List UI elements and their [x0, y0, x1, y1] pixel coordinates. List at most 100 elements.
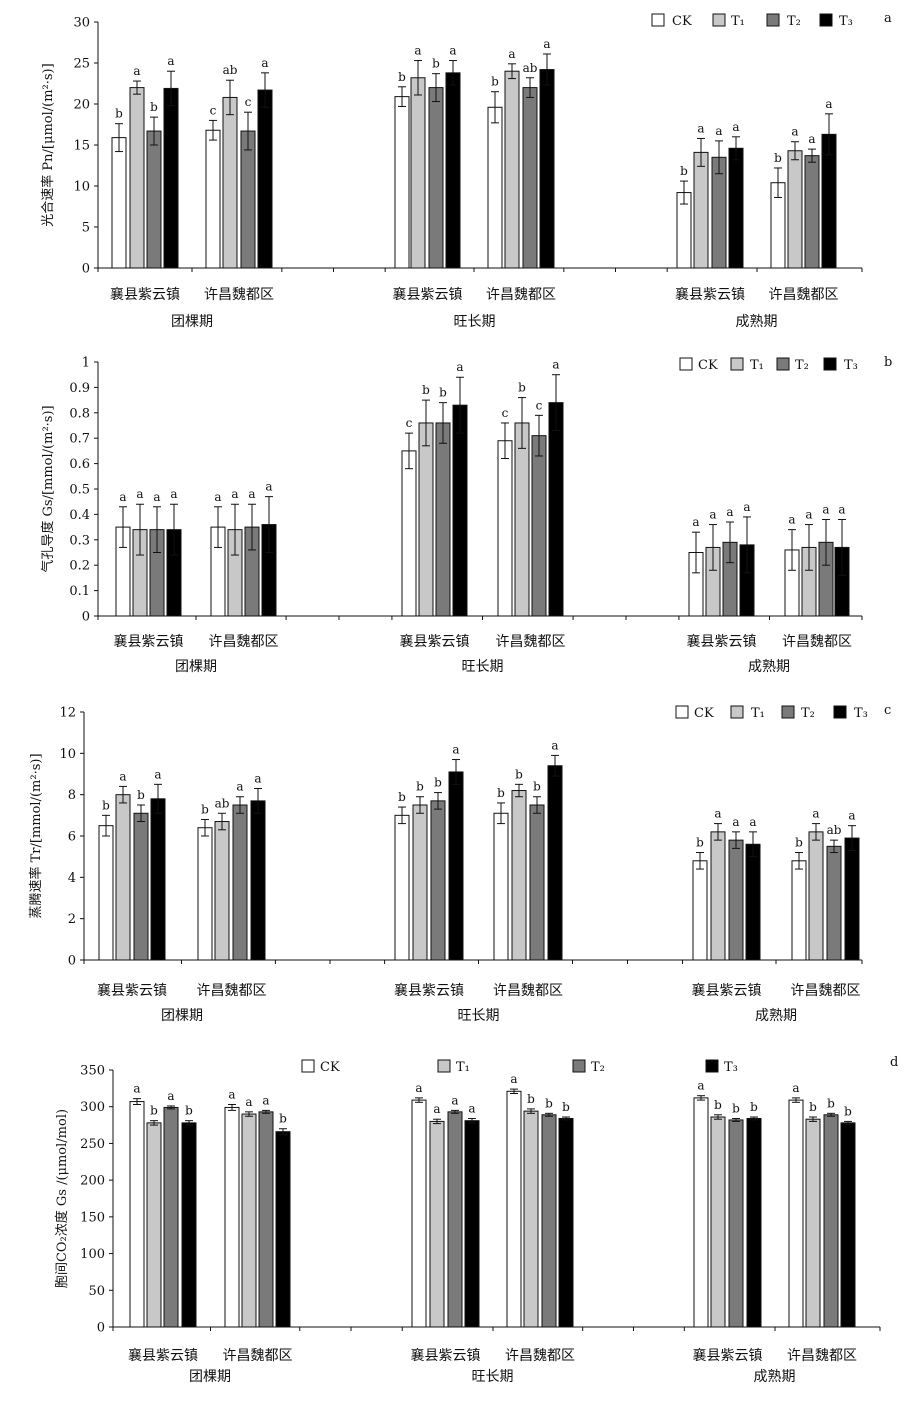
significance-letter: a — [697, 121, 704, 135]
significance-letter: a — [825, 97, 832, 111]
significance-letter: b — [439, 386, 447, 400]
stage-label: 团棵期 — [161, 1008, 203, 1024]
bar — [411, 1099, 427, 1328]
significance-letter: b — [774, 151, 782, 165]
significance-letter: a — [231, 487, 238, 501]
bar — [745, 843, 761, 961]
significance-letter: a — [468, 1101, 475, 1115]
y-axis-label: 胞间CO₂浓度 Gs /(μmol/mol) — [54, 1109, 70, 1288]
significance-letter: a — [245, 1095, 252, 1109]
significance-letter: a — [153, 490, 160, 504]
y-tick-label: 0.2 — [69, 559, 90, 574]
significance-letter: b — [844, 1104, 852, 1118]
site-label: 襄县紫云镇 — [110, 287, 180, 303]
y-tick-label: 0.4 — [69, 508, 90, 523]
bar — [275, 1131, 291, 1328]
significance-letter: a — [119, 490, 126, 504]
significance-letter: b — [527, 1092, 535, 1106]
site-label: 襄县紫云镇 — [411, 1348, 481, 1364]
chart-panel-b: 0 0.1 0.2 0.3 0.4 0.5 0.6 0.7 0.8 0.9 1 气孔导度 Gs/[mm… — [40, 355, 892, 675]
bar — [710, 1116, 726, 1328]
bar — [394, 814, 410, 961]
site-label: 襄县紫云镇 — [693, 1348, 763, 1364]
legend-label: T₁ — [731, 14, 745, 29]
site-label: 襄县紫云镇 — [692, 983, 762, 999]
bar — [805, 1118, 821, 1328]
legend-label: T₃ — [724, 1060, 738, 1075]
significance-letter: a — [714, 807, 721, 821]
significance-letter: c — [406, 416, 413, 430]
site-label: 襄县紫云镇 — [128, 1348, 198, 1364]
bar — [445, 72, 461, 269]
significance-letter: a — [433, 1102, 440, 1116]
y-tick-label: 0.6 — [69, 457, 90, 472]
significance-letter: c — [245, 95, 252, 109]
stage-label: 旺长期 — [454, 314, 496, 330]
legend-swatch — [679, 357, 693, 371]
bar — [240, 130, 256, 269]
significance-letter: b — [201, 802, 209, 816]
panel-label: c — [884, 703, 891, 718]
significance-letter: b — [416, 780, 424, 794]
significance-letter: b — [809, 1100, 817, 1114]
legend-swatch — [833, 705, 847, 719]
significance-letter: b — [827, 1096, 835, 1110]
bar — [728, 1119, 744, 1328]
site-label: 襄县紫云镇 — [687, 634, 757, 650]
site-label: 襄县紫云镇 — [114, 634, 184, 650]
significance-letter: a — [848, 809, 855, 823]
significance-letter: a — [808, 132, 815, 146]
significance-letter: a — [792, 1081, 799, 1095]
site-label: 许昌魏都区 — [209, 634, 279, 650]
bar — [401, 450, 417, 617]
legend-swatch — [675, 705, 689, 719]
stage-label: 成熟期 — [754, 1369, 796, 1385]
legend-swatch — [823, 357, 837, 371]
y-tick-label: 100 — [80, 1247, 105, 1262]
site-label: 襄县紫云镇 — [675, 287, 745, 303]
bar — [791, 860, 807, 961]
significance-letter: a — [732, 120, 739, 134]
significance-letter: b — [432, 57, 440, 71]
bar — [410, 77, 426, 269]
significance-letter: b — [497, 786, 505, 800]
significance-letter: c — [210, 103, 217, 117]
bar — [394, 96, 410, 269]
bar — [514, 422, 530, 617]
significance-letter: ab — [827, 823, 842, 837]
bar — [111, 137, 127, 269]
bar — [232, 804, 248, 961]
bar — [522, 87, 538, 269]
significance-letter: a — [228, 1088, 235, 1102]
significance-letter: a — [167, 1089, 174, 1103]
significance-letter: a — [709, 508, 716, 522]
legend-swatch — [301, 1059, 315, 1073]
site-label: 许昌魏都区 — [769, 287, 839, 303]
bar — [493, 812, 509, 961]
site-label: 襄县紫云镇 — [400, 634, 470, 650]
legend-swatch — [766, 13, 780, 27]
bar — [547, 765, 563, 961]
chart-panel-d: 0 50 100 150 200 250 300 350 胞间CO₂浓度 Gs /(μmol/m… — [54, 1055, 898, 1385]
site-label: 许昌魏都区 — [204, 287, 274, 303]
legend-label: T₂ — [787, 14, 801, 29]
legend-swatch — [781, 705, 795, 719]
stage-label: 成熟期 — [748, 659, 790, 675]
significance-letter: a — [822, 502, 829, 516]
significance-letter: a — [414, 44, 421, 58]
y-tick-label: 0 — [82, 262, 90, 277]
site-label: 襄县紫云镇 — [393, 287, 463, 303]
bar — [497, 440, 513, 617]
bar — [506, 1090, 522, 1328]
y-tick-label: 0 — [82, 610, 90, 625]
stage-label: 旺长期 — [462, 659, 504, 675]
significance-letter: b — [795, 836, 803, 850]
bar — [826, 845, 842, 961]
significance-letter: ab — [523, 61, 538, 75]
stage-label: 旺长期 — [458, 1008, 500, 1024]
significance-letter: b — [515, 767, 523, 781]
significance-letter: c — [536, 398, 543, 412]
bar — [98, 825, 114, 961]
y-tick-label: 10 — [73, 180, 90, 195]
significance-letter: a — [236, 780, 243, 794]
